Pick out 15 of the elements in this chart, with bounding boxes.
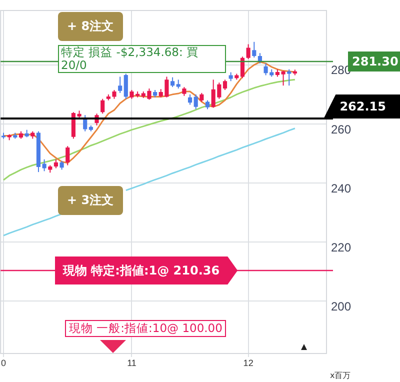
y-tick-label: 200: [331, 299, 352, 314]
y-tick-label: 260: [331, 122, 352, 136]
annotation: + 3注文: [58, 186, 123, 215]
ref-line-label: 現物 特定:指値:1@ 210.36: [62, 264, 220, 278]
annotation: + 8注文: [58, 12, 123, 41]
y-tick-label: 240: [331, 181, 352, 196]
x-tick-label: 0: [0, 358, 6, 368]
x-tick-label: 12: [243, 358, 254, 368]
ref-line-label: 281.30: [352, 54, 398, 69]
ref-line-label: 262.15: [340, 100, 386, 114]
x-tick-label: 11: [127, 358, 136, 368]
y-tick-label: 220: [331, 240, 352, 254]
text: x百万: [330, 370, 351, 382]
annotation: 現物 一般:指値:10@ 100.00: [65, 320, 226, 337]
annotation: 特定 損益 -$2,334.68: 買 20/0: [58, 45, 226, 73]
